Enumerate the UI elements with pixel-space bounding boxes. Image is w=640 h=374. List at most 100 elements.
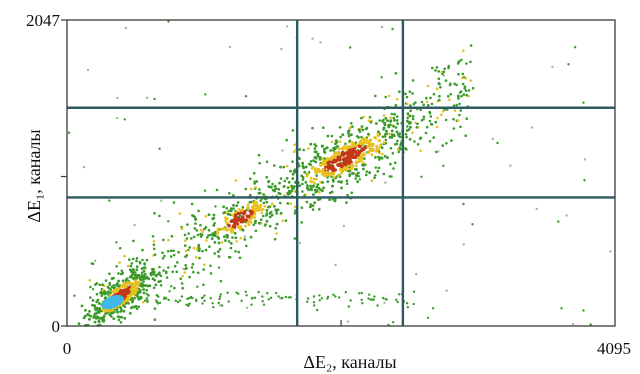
cluster-point — [389, 119, 393, 122]
event-point — [196, 271, 200, 275]
cluster-point — [88, 310, 91, 313]
event-point — [167, 298, 170, 302]
cluster-point — [347, 132, 350, 135]
cluster-point — [133, 296, 137, 300]
cluster-point — [222, 211, 226, 215]
event-point — [293, 143, 296, 147]
event-point — [298, 157, 301, 161]
event-point — [176, 300, 180, 304]
event-point — [432, 136, 436, 139]
event-point — [398, 90, 401, 93]
event-point — [368, 293, 371, 296]
event-point — [135, 259, 138, 263]
cluster-point — [340, 180, 343, 184]
event-point — [220, 304, 224, 307]
cluster-point — [213, 233, 217, 237]
cluster-point — [212, 213, 216, 217]
event-point — [318, 191, 321, 194]
event-point — [279, 211, 283, 215]
event-point — [162, 238, 165, 242]
event-point — [293, 212, 297, 215]
cluster-point — [353, 155, 358, 160]
event-point — [461, 82, 465, 86]
background-point — [133, 224, 136, 227]
cluster-point — [265, 200, 269, 204]
cluster-point — [355, 164, 358, 168]
background-point — [167, 220, 170, 223]
event-point — [158, 214, 161, 218]
event-point — [275, 210, 278, 213]
cluster-point — [381, 119, 384, 123]
cluster-point — [301, 164, 305, 168]
background-point — [496, 141, 499, 145]
background-point — [331, 198, 334, 201]
event-point — [259, 199, 263, 202]
cluster-point — [357, 171, 360, 175]
event-point — [201, 249, 204, 253]
event-point — [178, 212, 182, 215]
event-point — [199, 224, 202, 227]
event-point — [159, 274, 163, 278]
event-point — [203, 294, 206, 297]
cluster-point — [318, 157, 322, 161]
event-point — [424, 131, 428, 135]
cluster-point — [301, 161, 305, 165]
event-point — [396, 300, 399, 304]
background-point — [342, 224, 346, 228]
cluster-point — [326, 134, 330, 138]
event-point — [293, 205, 297, 208]
event-point — [89, 296, 92, 299]
cluster-point — [332, 146, 335, 150]
event-point — [95, 282, 99, 285]
event-point — [367, 297, 370, 300]
event-point — [437, 77, 441, 80]
event-point — [282, 165, 286, 169]
event-point — [145, 288, 148, 292]
event-point — [110, 315, 113, 318]
event-point — [459, 90, 463, 93]
event-point — [438, 94, 441, 98]
cluster-point — [91, 303, 94, 307]
cluster-point — [347, 134, 351, 138]
event-point — [131, 257, 135, 261]
cluster-point — [101, 292, 104, 295]
event-point — [279, 177, 283, 180]
cluster-point — [80, 304, 84, 308]
cluster-point — [304, 165, 308, 169]
event-point — [181, 286, 184, 290]
event-point — [465, 93, 468, 97]
background-point — [380, 76, 383, 79]
event-point — [358, 130, 362, 133]
background-point — [582, 309, 585, 312]
event-point — [168, 290, 171, 293]
cluster-point — [339, 168, 343, 172]
background-point — [560, 307, 563, 310]
cluster-point — [366, 150, 371, 154]
event-point — [404, 92, 407, 96]
cluster-point — [310, 166, 314, 170]
event-point — [456, 119, 460, 122]
event-point — [345, 182, 349, 185]
event-point — [399, 143, 402, 147]
event-point — [232, 207, 235, 210]
cluster-point — [203, 227, 206, 231]
event-point — [204, 226, 208, 229]
event-point — [377, 155, 380, 159]
background-point — [298, 241, 301, 245]
event-point — [275, 212, 279, 215]
cluster-point — [379, 144, 383, 147]
cluster-point — [314, 160, 318, 164]
cluster-point — [117, 284, 120, 288]
event-point — [206, 236, 209, 239]
event-point — [419, 108, 423, 111]
event-point — [362, 115, 365, 119]
event-point — [301, 190, 304, 193]
cluster-point — [344, 151, 348, 155]
event-point — [360, 116, 363, 120]
cluster-point — [106, 285, 110, 289]
background-point — [280, 47, 283, 51]
event-point — [382, 114, 386, 117]
cluster-point — [130, 273, 134, 277]
cluster-point — [392, 133, 396, 137]
event-point — [130, 262, 134, 265]
